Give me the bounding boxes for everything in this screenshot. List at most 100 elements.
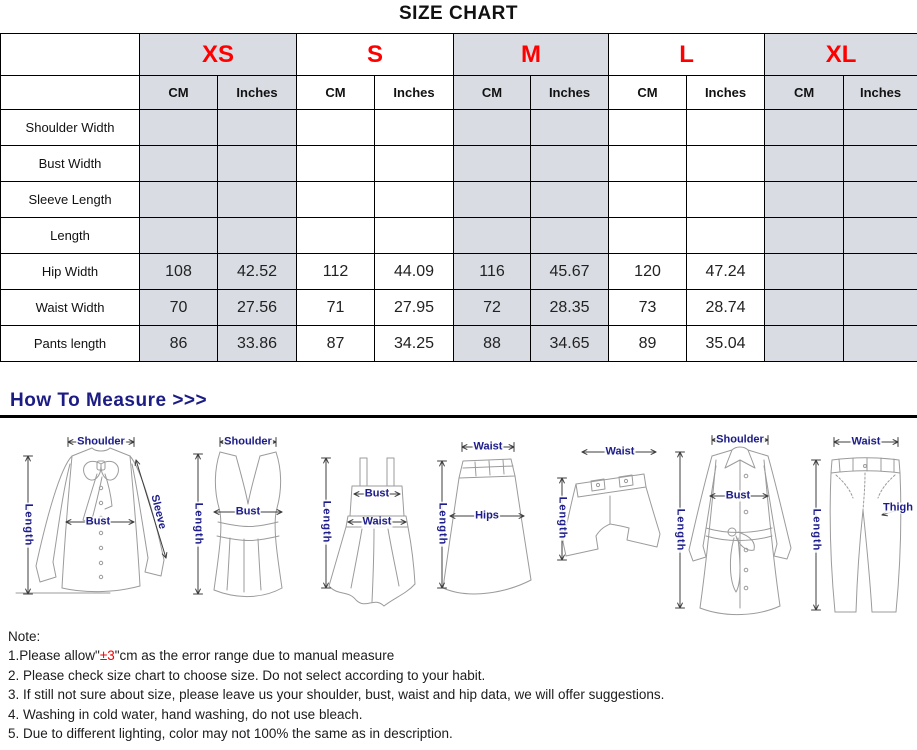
value-cell — [216, 181, 298, 218]
shorts-drawing — [557, 449, 661, 561]
value-cell — [139, 145, 218, 182]
value-cell — [374, 145, 455, 182]
value-cell — [843, 289, 917, 326]
value-cell — [686, 217, 766, 254]
bust-label: Bust — [234, 505, 262, 518]
row-label: Hip Width — [0, 253, 140, 290]
measure-figure-shorts: Waist Length — [546, 430, 664, 624]
size-chart-table: XS S M L XL CM Inches CM Inches CM Inches CM Inches C… — [0, 33, 917, 362]
garment-outline — [688, 446, 792, 615]
unit-header-inches-xl: Inches — [843, 75, 917, 110]
value-cell: 28.74 — [686, 289, 766, 326]
value-cell — [453, 145, 532, 182]
value-cell — [608, 145, 688, 182]
length-label: Length — [810, 507, 823, 553]
unit-header-inches-m: Inches — [530, 75, 610, 110]
value-cell — [216, 217, 298, 254]
how-to-measure-heading: How To Measure >>> — [10, 390, 208, 411]
measure-figure-blouse: Shoulder Length Bust Sleeve — [8, 430, 180, 624]
value-cell: 35.04 — [686, 325, 766, 362]
size-header-s: S — [296, 33, 455, 76]
value-cell: 108 — [139, 253, 218, 290]
value-cell — [530, 109, 610, 146]
note-1-prefix: 1.Please allow" — [8, 648, 100, 664]
value-cell: 45.67 — [530, 253, 610, 290]
length-label: Length — [320, 499, 333, 545]
value-cell — [296, 217, 376, 254]
value-cell — [530, 181, 610, 218]
value-cell — [374, 217, 455, 254]
waist-label: Waist — [850, 435, 882, 448]
value-cell — [764, 289, 845, 326]
garment-outline — [15, 447, 165, 594]
value-cell: 88 — [453, 325, 532, 362]
unit-header-inches-l: Inches — [686, 75, 766, 110]
value-cell — [453, 109, 532, 146]
value-cell — [296, 145, 376, 182]
unit-header-cm-xs: CM — [139, 75, 218, 110]
value-cell — [608, 217, 688, 254]
value-cell — [608, 109, 688, 146]
measure-figure-tank-top: Shoulder Length Bust — [184, 430, 312, 624]
size-header-m: M — [453, 33, 610, 76]
unit-header-cm-s: CM — [296, 75, 376, 110]
value-cell — [764, 109, 845, 146]
value-cell — [764, 217, 845, 254]
row-label: Waist Width — [0, 289, 140, 326]
garment-outline — [442, 458, 532, 595]
garment-outline — [213, 451, 283, 598]
value-cell — [764, 145, 845, 182]
length-label: Length — [22, 502, 35, 548]
value-cell: 71 — [296, 289, 376, 326]
row-label: Pants length — [0, 325, 140, 362]
corner-cell — [0, 33, 140, 76]
divider-rule — [0, 415, 917, 418]
waist-label: Waist — [604, 445, 636, 458]
length-label: Length — [556, 495, 569, 541]
value-cell — [216, 145, 298, 182]
value-cell — [843, 325, 917, 362]
value-cell: 116 — [453, 253, 532, 290]
value-cell: 42.52 — [216, 253, 298, 290]
thigh-label: Thigh — [882, 501, 914, 514]
value-cell: 47.24 — [686, 253, 766, 290]
value-cell — [686, 145, 766, 182]
hips-label: Hips — [474, 509, 500, 522]
value-cell — [216, 109, 298, 146]
blouse-drawing — [15, 437, 168, 595]
unit-header-inches-s: Inches — [374, 75, 455, 110]
bust-label: Bust — [724, 489, 752, 502]
note-item-4: 4. Washing in cold water, hand washing, … — [8, 706, 363, 722]
note-item-3: 3. If still not sure about size, please … — [8, 687, 665, 703]
value-cell: 34.65 — [530, 325, 610, 362]
value-cell: 28.35 — [530, 289, 610, 326]
unit-header-cm-xl: CM — [764, 75, 845, 110]
note-1-tolerance: ±3 — [99, 648, 115, 664]
value-cell: 27.56 — [216, 289, 298, 326]
bust-label: Bust — [363, 487, 391, 500]
measure-figure-pants: Waist Length Thigh — [798, 430, 915, 624]
row-label: Length — [0, 217, 140, 254]
measure-figure-skirt: Waist Length Hips — [430, 430, 536, 624]
measure-figure-coat: Shoulder Length Bust — [666, 430, 796, 624]
length-label: Length — [436, 501, 449, 547]
bust-label: Bust — [84, 515, 112, 528]
size-header-xl: XL — [764, 33, 917, 76]
value-cell — [843, 217, 917, 254]
unit-header-inches-xs: Inches — [216, 75, 298, 110]
measure-figure-dress: Length Bust Waist — [314, 430, 426, 624]
garment-outline — [562, 473, 661, 557]
value-cell — [764, 325, 845, 362]
value-cell — [296, 181, 376, 218]
value-cell — [843, 253, 917, 290]
value-cell — [608, 181, 688, 218]
value-cell: 44.09 — [374, 253, 455, 290]
shoulder-label: Shoulder — [715, 433, 765, 446]
value-cell — [530, 217, 610, 254]
note-item-1: 1.Please allow"±3"cm as the error range … — [8, 646, 910, 665]
garment-outline — [328, 457, 416, 607]
value-cell: 112 — [296, 253, 376, 290]
waist-label: Waist — [472, 440, 504, 453]
page-title: SIZE CHART — [399, 3, 518, 24]
unit-header-cm-l: CM — [608, 75, 688, 110]
